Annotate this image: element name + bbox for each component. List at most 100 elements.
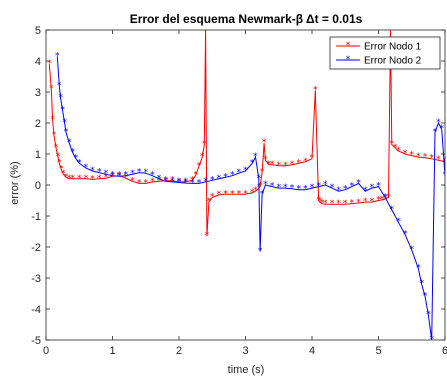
data-point-series-1: * [380, 195, 385, 205]
data-point-series-2: * [57, 81, 62, 91]
data-point-series-2: * [330, 183, 335, 193]
chart-title: Error del esquema Newmark-β Δt = 0.01s [130, 12, 363, 26]
data-point-series-2: * [144, 168, 149, 178]
data-point-series-2: * [370, 183, 375, 193]
data-point-series-1: * [190, 175, 195, 185]
data-point-series-1: * [316, 196, 321, 206]
data-point-series-1: * [370, 197, 375, 207]
data-point-series-1: * [59, 165, 64, 175]
series-group: ************ * * * * * * * * * * * * * * * * * ********* * *… [47, 25, 447, 345]
y-axis-label: error (%) [9, 161, 21, 204]
data-point-series-1: * [253, 186, 258, 196]
data-point-series-2: * [210, 175, 215, 185]
data-point-series-1: * [193, 171, 198, 181]
data-point-series-1: * [423, 153, 428, 163]
data-point-series-2: * [439, 124, 444, 134]
data-point-series-2: * [223, 172, 228, 182]
x-tick-label: 1 [109, 345, 115, 357]
data-point-series-2: * [390, 205, 395, 215]
series-line-1 [48, 30, 445, 237]
legend-box [329, 36, 441, 70]
data-point-series-1: * [436, 155, 441, 165]
data-point-series-1: * [277, 161, 282, 171]
data-point-series-1: * [70, 174, 75, 184]
data-point-series-2: * [303, 185, 308, 195]
data-point-series-2: * [97, 168, 102, 178]
data-point-series-2: * [130, 169, 135, 179]
data-point-series-1: * [310, 154, 315, 164]
data-point-series-2: * [356, 178, 361, 188]
data-point-series-2: * [277, 183, 282, 193]
data-point-series-1: * [260, 168, 265, 178]
data-point-series-1: * [320, 199, 325, 209]
data-point-series-1: * [77, 174, 82, 184]
data-point-series-1: * [144, 178, 149, 188]
data-point-series-2: * [416, 264, 421, 274]
y-tick-label: -4 [31, 304, 41, 316]
data-point-series-2: * [443, 171, 447, 181]
data-point-series-1: * [170, 176, 175, 186]
data-point-series-2: * [426, 310, 431, 320]
y-tick-label: 2 [35, 118, 41, 130]
y-tick-label: 4 [35, 56, 41, 68]
data-point-series-1: * [117, 171, 122, 181]
data-point-series-1: * [243, 189, 248, 199]
data-point-series-1: * [350, 199, 355, 209]
data-point-series-1: * [183, 177, 188, 187]
data-point-series-1: * [104, 173, 109, 183]
data-point-series-2: * [64, 127, 69, 137]
data-point-series-1: * [163, 176, 168, 186]
data-point-series-2: * [343, 185, 348, 195]
data-point-series-2: * [296, 185, 301, 195]
data-point-series-1: * [323, 199, 328, 209]
data-point-series-2: * [403, 230, 408, 240]
legend-label-1: Error Nodo 1 [364, 42, 422, 53]
data-point-series-2: * [74, 154, 79, 164]
data-point-series-1: * [336, 199, 341, 209]
data-point-series-2: * [350, 182, 355, 192]
data-point-series-2: * [84, 163, 89, 173]
data-point-series-2: * [67, 138, 72, 148]
data-point-series-2: * [90, 166, 95, 176]
data-point-series-1: * [110, 171, 115, 181]
data-point-series-1: * [124, 173, 129, 183]
y-tick-label: 0 [35, 180, 41, 192]
data-point-series-1: * [67, 174, 72, 184]
data-point-series-1: * [49, 84, 54, 94]
data-point-series-2: * [77, 158, 82, 168]
data-point-series-2: * [170, 177, 175, 187]
data-point-series-1: * [262, 138, 267, 148]
data-point-series-1: * [210, 192, 215, 202]
x-axis-label: time (s) [228, 364, 265, 376]
data-point-series-1: * [363, 197, 368, 207]
data-point-series-2: * [429, 335, 434, 345]
y-tick-label: -1 [31, 211, 41, 223]
data-point-series-1: * [61, 169, 66, 179]
data-point-series-1: * [388, 25, 393, 35]
data-point-series-1: * [410, 151, 415, 161]
data-point-series-2: * [263, 180, 268, 190]
data-point-series-2: * [258, 247, 263, 257]
data-point-series-1: * [303, 157, 308, 167]
data-point-series-1: * [56, 152, 61, 162]
data-point-series-1: * [150, 177, 155, 187]
data-point-series-1: * [258, 182, 263, 192]
plot-background [46, 30, 445, 340]
data-point-series-1: * [230, 189, 235, 199]
data-point-series-1: * [376, 196, 381, 206]
y-tick-label: 1 [35, 149, 41, 161]
data-point-series-1: * [270, 160, 275, 170]
data-point-series-2: * [283, 183, 288, 193]
data-point-series-2: * [60, 106, 65, 116]
data-point-series-2: * [157, 174, 162, 184]
data-point-series-2: * [253, 152, 258, 162]
data-point-series-2: * [436, 118, 441, 128]
data-point-series-2: * [163, 176, 168, 186]
data-point-series-2: * [177, 178, 182, 188]
data-point-series-1: * [47, 59, 52, 69]
data-point-series-1: * [318, 197, 323, 207]
data-point-series-1: * [237, 189, 242, 199]
data-point-series-2: * [183, 178, 188, 188]
data-point-series-1: * [223, 189, 228, 199]
